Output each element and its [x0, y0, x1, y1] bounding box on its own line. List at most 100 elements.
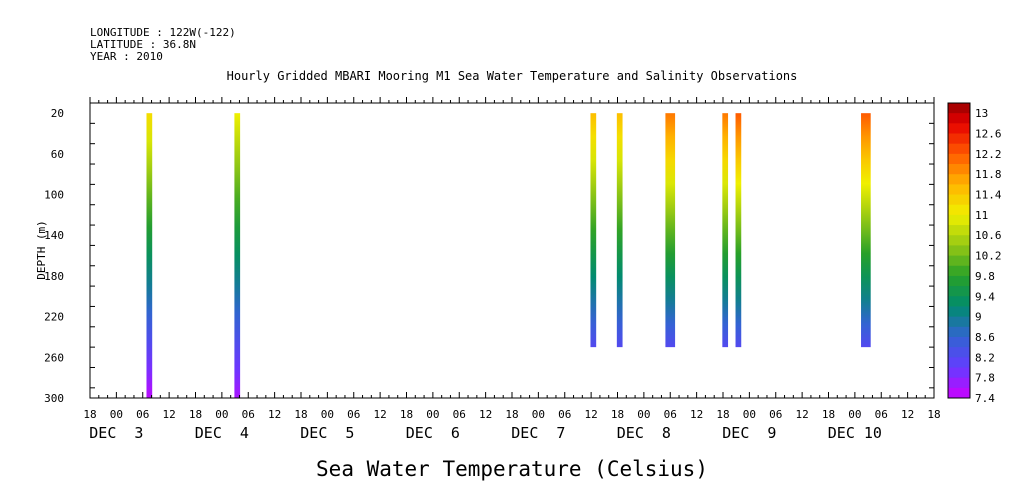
x-hour-tick-label: 12 — [690, 408, 703, 421]
colorbar-tick-label: 13 — [975, 107, 988, 120]
colorbar-tick-label: 12.2 — [975, 148, 1002, 161]
colorbar-cell — [948, 286, 970, 297]
colorbar-cell — [948, 113, 970, 124]
x-hour-tick-label: 00 — [426, 408, 439, 421]
x-hour-tick-label: 06 — [347, 408, 360, 421]
x-hour-tick-label: 06 — [242, 408, 255, 421]
x-day-label: DEC 10 — [828, 424, 882, 442]
x-day-labels: DEC 3 DEC 4 DEC 5 DEC 6 DEC 7 DEC 8 DEC 9 DEC 1… — [89, 424, 882, 442]
colorbar-tick-label: 9.8 — [975, 270, 995, 283]
temperature-profile-column — [616, 113, 623, 348]
x-day-label: DEC 6 — [406, 424, 460, 442]
x-hour-tick-label: 18 — [927, 408, 940, 421]
y-tick-label: 100 — [44, 189, 64, 202]
y-tick-label: 140 — [44, 229, 64, 242]
metadata-header: LONGITUDE : 122W(-122) LATITUDE : 36.8N … — [90, 26, 236, 63]
y-tick-labels: 20 60 100 140 180 220 260 300 — [44, 107, 64, 405]
x-hour-tick-label: 00 — [743, 408, 756, 421]
colorbar-cell — [948, 275, 970, 287]
temperature-profile-column — [861, 113, 871, 348]
temperature-profile-column — [722, 113, 729, 348]
colorbar-cell — [948, 123, 970, 134]
x-hour-tick-label: 06 — [769, 408, 782, 421]
axis-ticks — [89, 97, 935, 398]
colorbar-tick-label: 7.4 — [975, 392, 995, 405]
colorbar-cell — [948, 174, 970, 185]
colorbar-title: Sea Water Temperature (Celsius) — [316, 457, 708, 481]
temperature-profile-column — [665, 113, 676, 348]
colorbar-cell — [948, 296, 970, 307]
colorbar-cell — [948, 377, 970, 389]
colorbar-cell — [948, 357, 970, 368]
x-hour-tick-label: 00 — [637, 408, 650, 421]
y-tick-label: 20 — [51, 107, 64, 120]
y-tick-label: 260 — [44, 351, 64, 364]
colorbar-cell — [948, 133, 970, 145]
colorbar-tick-label: 11.4 — [975, 189, 1002, 202]
x-hour-labels: 18 00 06 12 18 00 06 12 18 00 06 12 18 00 06 12 18 00 06 12… — [83, 408, 940, 421]
colorbar-cell — [948, 387, 970, 399]
temperature-profile-column — [590, 113, 597, 348]
x-hour-tick-label: 18 — [822, 408, 835, 421]
x-hour-tick-label: 12 — [163, 408, 176, 421]
profile-columns — [146, 113, 871, 398]
colorbar-tick-label: 8.6 — [975, 331, 995, 344]
x-hour-tick-label: 12 — [901, 408, 914, 421]
x-day-label: DEC 5 — [300, 424, 354, 442]
colorbar-cell — [948, 265, 970, 277]
x-hour-tick-label: 12 — [479, 408, 492, 421]
x-hour-tick-label: 00 — [532, 408, 545, 421]
colorbar-cell — [948, 245, 970, 256]
y-tick-label: 60 — [51, 148, 64, 161]
x-hour-tick-label: 18 — [83, 408, 96, 421]
x-hour-tick-label: 00 — [321, 408, 334, 421]
chart-title: Hourly Gridded MBARI Mooring M1 Sea Wate… — [227, 69, 798, 83]
x-hour-tick-label: 18 — [400, 408, 413, 421]
colorbar-cell — [948, 204, 970, 216]
colorbar-cell — [948, 143, 970, 155]
colorbar-cell — [948, 336, 970, 348]
plot-frame — [89, 102, 935, 399]
colorbar-cell — [948, 255, 970, 267]
colorbar — [947, 102, 971, 399]
x-hour-tick-label: 00 — [848, 408, 861, 421]
colorbar-cell — [948, 316, 970, 328]
colorbar-cell — [948, 164, 970, 175]
x-hour-tick-label: 12 — [585, 408, 598, 421]
y-tick-label: 220 — [44, 311, 64, 324]
colorbar-tick-label: 10.6 — [975, 229, 1002, 242]
colorbar-tick-label: 8.2 — [975, 351, 995, 364]
colorbar-tick-labels: 13 12.6 12.2 11.8 11.4 11 10.6 10.2 9.8 9.4 9 8.6 8.… — [975, 107, 1002, 405]
x-hour-tick-label: 12 — [796, 408, 809, 421]
x-day-label: DEC 3 — [89, 424, 143, 442]
x-hour-tick-label: 06 — [558, 408, 571, 421]
colorbar-cell — [948, 235, 970, 246]
x-day-label: DEC 8 — [617, 424, 671, 442]
temperature-profile-column — [146, 113, 153, 398]
colorbar-tick-label: 7.8 — [975, 372, 995, 385]
x-hour-tick-label: 00 — [215, 408, 228, 421]
colorbar-cell — [948, 194, 970, 206]
longitude-label: LONGITUDE : 122W(-122) — [90, 26, 236, 39]
x-day-label: DEC 9 — [722, 424, 776, 442]
x-hour-tick-label: 12 — [374, 408, 387, 421]
y-axis-label: DEPTH (m) — [35, 220, 48, 280]
year-label: YEAR : 2010 — [90, 50, 163, 63]
colorbar-cell — [948, 347, 970, 358]
colorbar-cell — [948, 326, 970, 338]
colorbar-tick-label: 9 — [975, 311, 982, 324]
colorbar-frame — [947, 102, 971, 399]
temperature-profile-column — [735, 113, 742, 348]
temperature-profile-column — [234, 113, 241, 398]
x-hour-tick-label: 00 — [110, 408, 123, 421]
x-hour-tick-label: 18 — [611, 408, 624, 421]
colorbar-cell — [948, 367, 970, 379]
x-hour-tick-label: 18 — [505, 408, 518, 421]
latitude-label: LATITUDE : 36.8N — [90, 38, 196, 51]
colorbar-cell — [948, 306, 970, 318]
colorbar-tick-label: 12.6 — [975, 128, 1002, 141]
x-hour-tick-label: 12 — [268, 408, 281, 421]
y-tick-label: 180 — [44, 270, 64, 283]
x-hour-tick-label: 06 — [453, 408, 466, 421]
